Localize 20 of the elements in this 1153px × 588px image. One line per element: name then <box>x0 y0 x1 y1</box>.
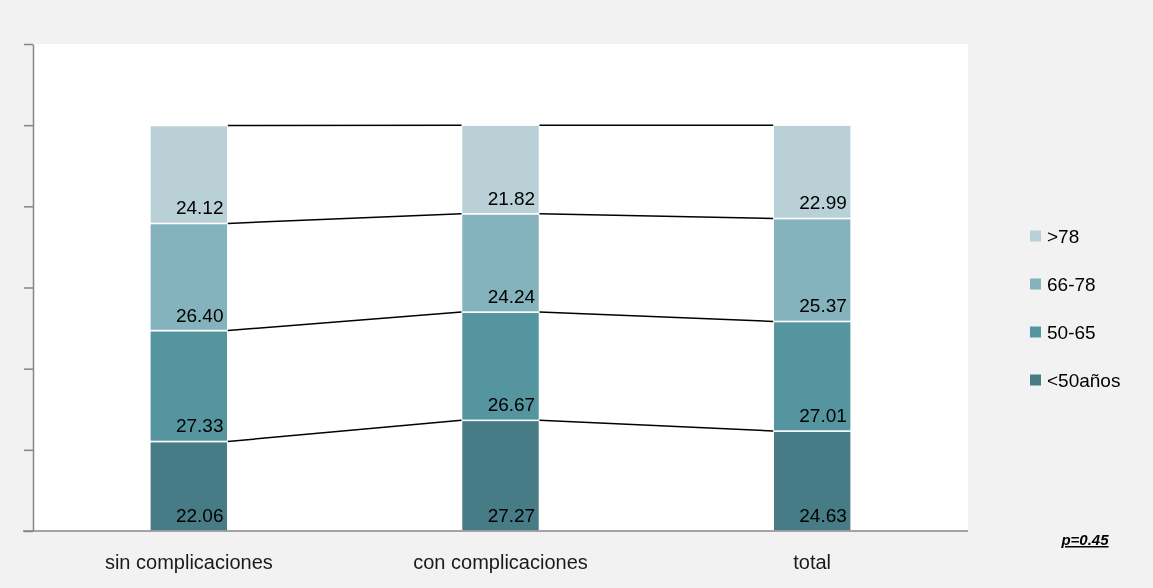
data-label: 21.82 <box>487 187 536 209</box>
data-label: 27.33 <box>175 415 224 437</box>
data-label: 22.06 <box>175 505 224 526</box>
data-label: 27.27 <box>487 505 536 526</box>
data-label: 24.24 <box>487 286 536 308</box>
data-label: 24.63 <box>799 505 847 526</box>
data-label: 25.37 <box>799 295 847 317</box>
legend-label: <50años <box>1047 369 1121 391</box>
text: p=0.45 <box>1060 531 1110 548</box>
legend-label: 66-78 <box>1047 273 1096 295</box>
data-label: 24.12 <box>175 197 224 219</box>
data-label: 27.01 <box>799 405 847 427</box>
data-label: 26.40 <box>175 304 224 326</box>
x-tick-label: con complicaciones <box>413 551 588 574</box>
x-tick-label: sin complicaciones <box>104 551 273 574</box>
legend-label: 50-65 <box>1047 321 1096 343</box>
x-tick-label: total <box>793 551 832 574</box>
data-label: 26.67 <box>487 394 536 416</box>
data-label: 22.99 <box>799 192 847 214</box>
legend-label: >78 <box>1047 225 1080 247</box>
